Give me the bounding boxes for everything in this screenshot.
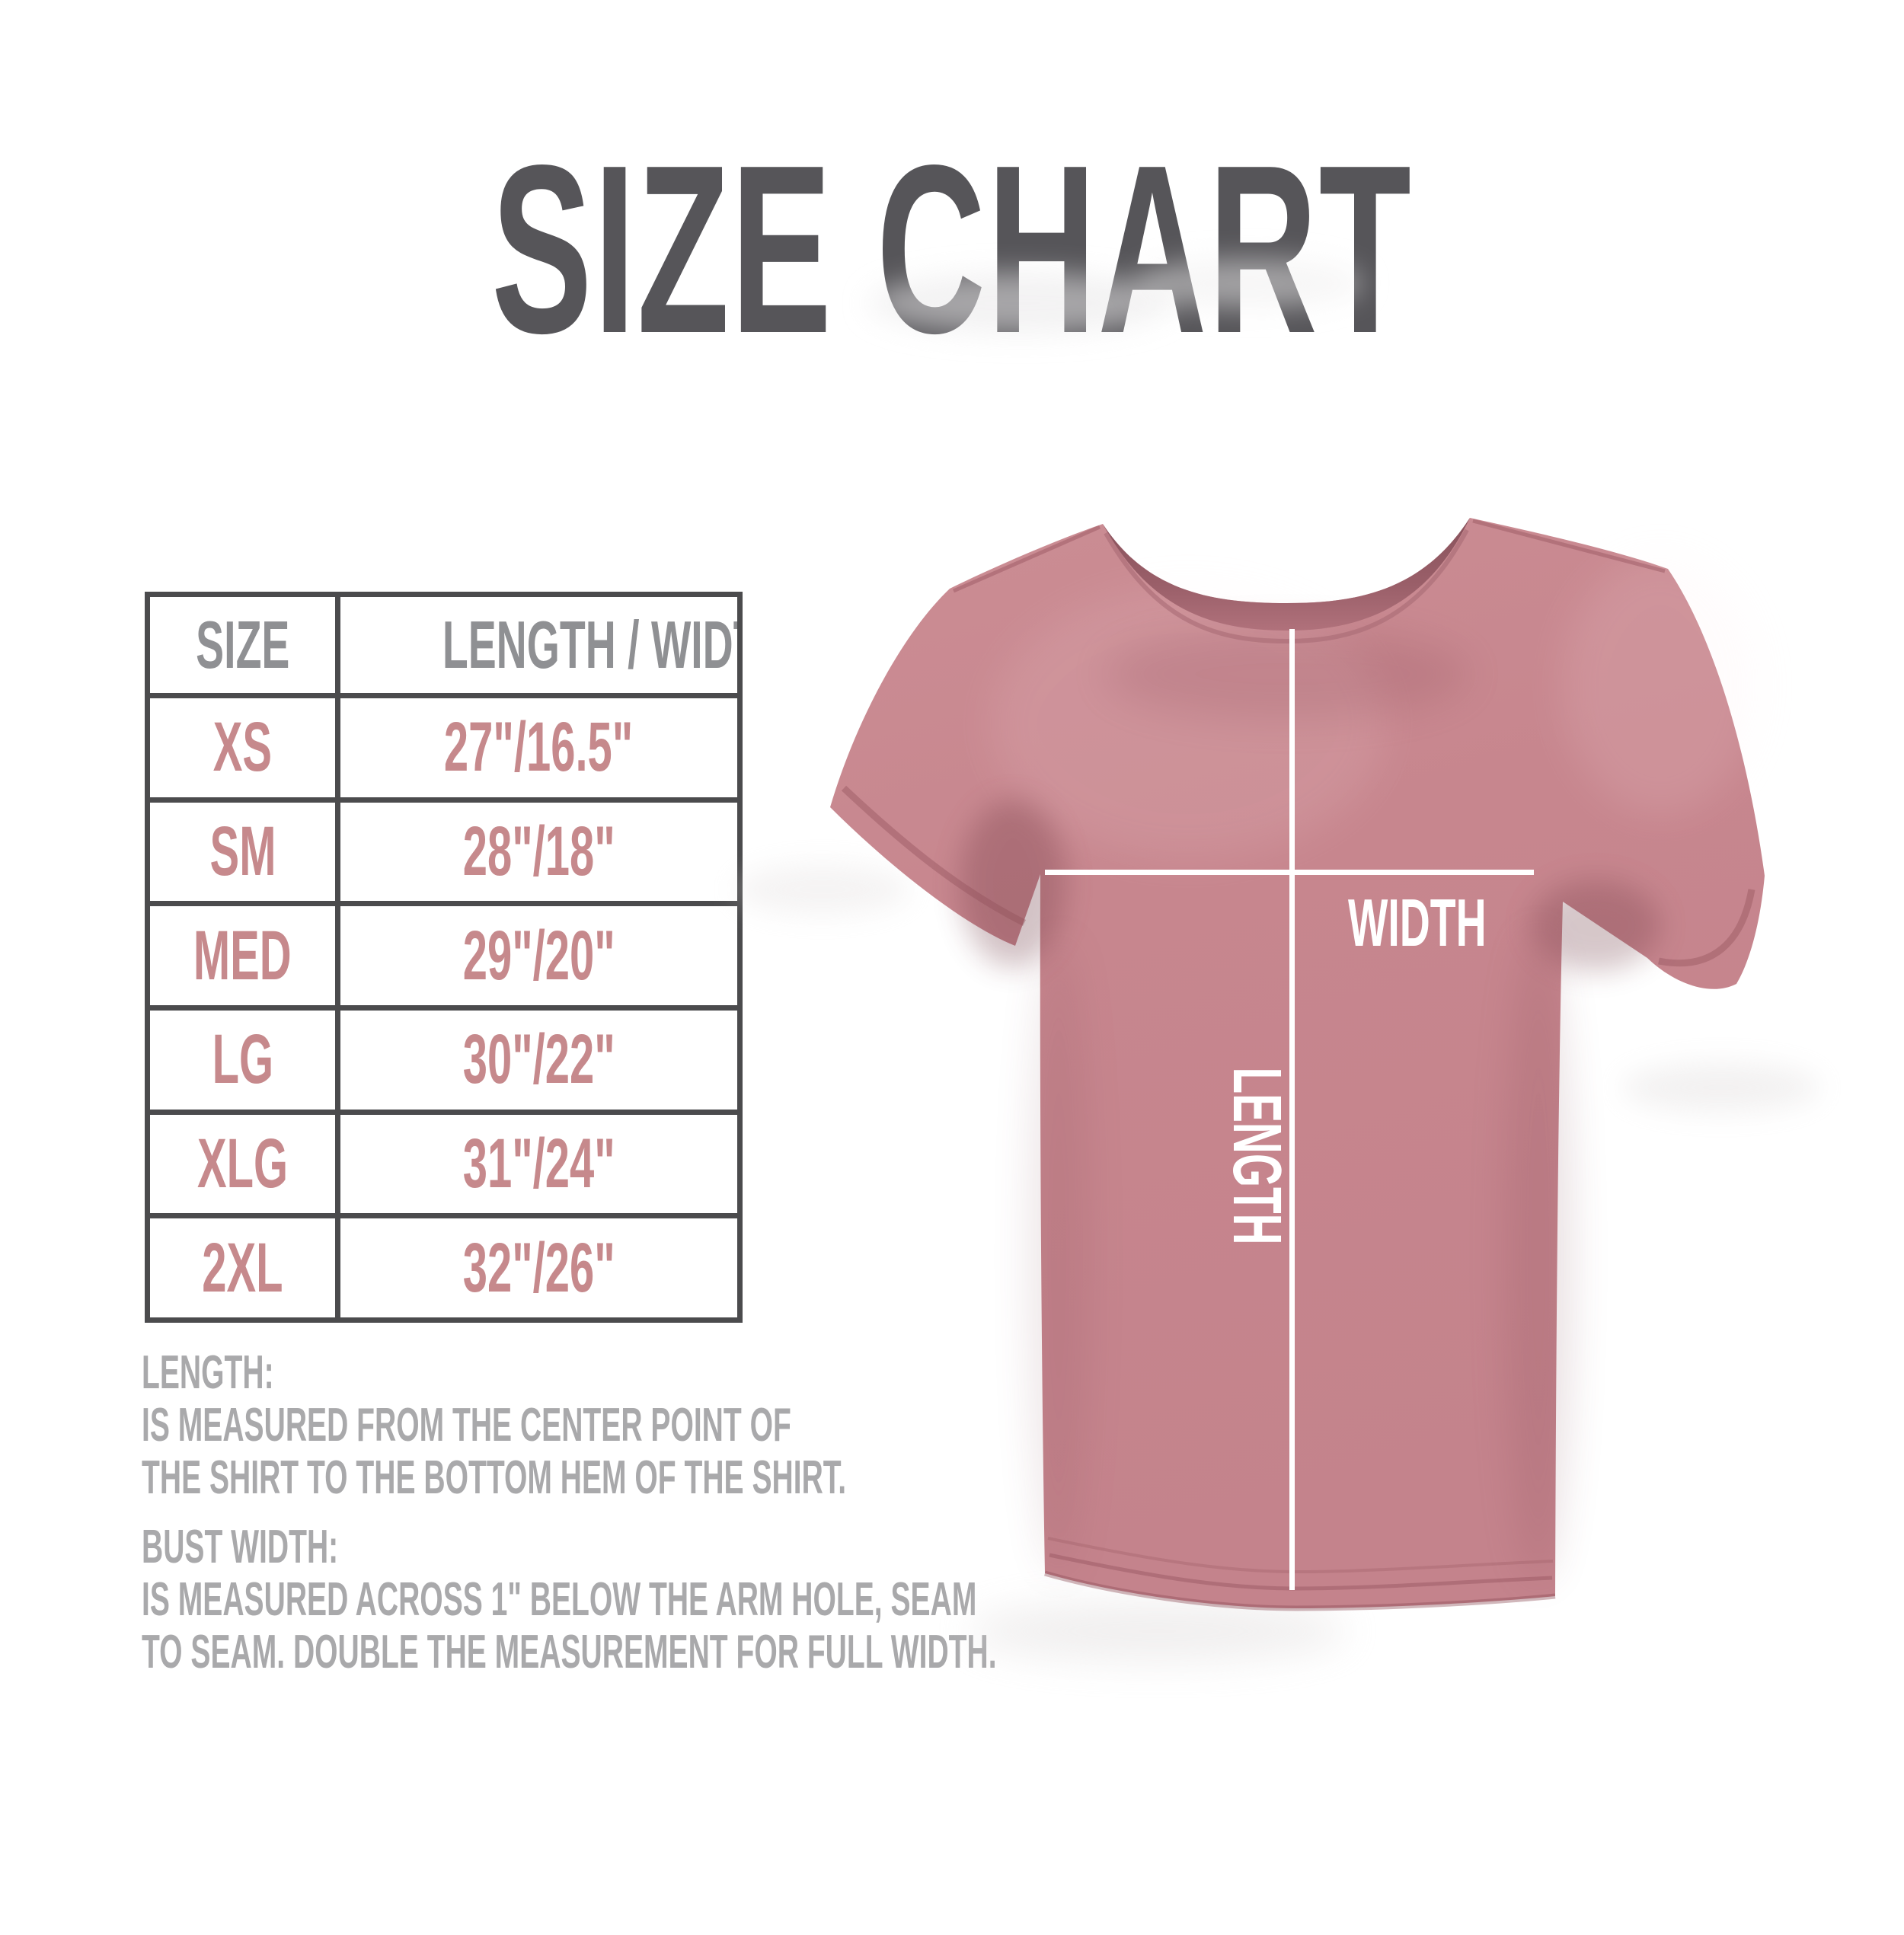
bottom-hem-edge <box>1044 1570 1556 1611</box>
value-cell: 31"/24" <box>462 1124 615 1202</box>
bottom-hem-seam <box>1047 1537 1554 1574</box>
fabric-shadow <box>1504 929 1573 1584</box>
shoulder-seam <box>1472 519 1666 573</box>
collar-seam <box>1104 528 1469 644</box>
length-label: LENGTH <box>1219 1067 1295 1245</box>
col-header-size: SIZE <box>195 607 290 682</box>
size-cell: LG <box>212 1020 273 1099</box>
underarm-shadow <box>1531 880 1660 971</box>
bottom-hem-seam <box>1049 1553 1553 1591</box>
size-cell: XS <box>212 708 273 787</box>
background-smudge <box>1135 259 1363 308</box>
measurement-notes: LENGTH: IS MEASURED FROM THE CENTER POIN… <box>142 1346 1499 1678</box>
underarm-shadow <box>960 800 1066 967</box>
value-cell: 28"/18" <box>462 812 615 890</box>
background-smudge <box>868 273 1173 334</box>
shoulder-seam <box>952 525 1101 593</box>
width-label: WIDTH <box>1348 889 1567 956</box>
table-row: LG 30"/22" <box>145 1004 743 1115</box>
table-row: MED 29"/20" <box>145 901 743 1011</box>
value-cell: 30"/22" <box>462 1020 615 1099</box>
shirt-ground-shadow <box>1622 1063 1820 1112</box>
under-collar-shadow <box>1104 628 1470 720</box>
bust-note-line: TO SEAM. DOUBLE THE MEASUREMENT FOR FULL… <box>142 1626 997 1678</box>
length-note-label: LENGTH: <box>142 1346 274 1399</box>
sleeve-hem-seam <box>1658 889 1755 967</box>
table-row: XS 27"/16.5" <box>145 693 743 803</box>
fabric-highlight <box>1561 556 1759 815</box>
col-header-length-width: LENGTH / WIDTH <box>442 607 735 682</box>
length-measure-line <box>1289 629 1295 1590</box>
value-cell: 32"/26" <box>462 1228 615 1307</box>
fabric-shadow <box>1028 937 1089 1576</box>
length-note-line: THE SHIRT TO THE BOTTOM HEM OF THE SHIRT… <box>142 1451 847 1504</box>
table-row: 2XL 32"/26" <box>145 1213 743 1323</box>
size-cell: SM <box>209 812 276 890</box>
length-note-line: IS MEASURED FROM THE CENTER POINT OF <box>142 1399 791 1451</box>
bust-note-label: BUST WIDTH: <box>142 1521 339 1573</box>
size-table: SIZE LENGTH / WIDTH XS 27"/16.5" SM 28"/… <box>145 592 743 1323</box>
table-header-row: SIZE LENGTH / WIDTH <box>145 592 743 698</box>
value-cell: 27"/16.5" <box>444 708 634 787</box>
size-cell: XLG <box>196 1124 289 1202</box>
bust-note-line: IS MEASURED ACROSS 1" BELOW THE ARM HOLE… <box>142 1573 977 1626</box>
size-cell: MED <box>193 916 292 995</box>
shirt-ground-shadow <box>735 865 910 914</box>
size-cell: 2XL <box>202 1228 283 1307</box>
table-row: XLG 31"/24" <box>145 1109 743 1219</box>
width-label-text: WIDTH <box>1348 885 1487 960</box>
shirt-ground-shadow <box>967 1601 1348 1662</box>
value-cell: 29"/20" <box>462 916 615 995</box>
sleeve-hem-seam <box>841 785 1027 927</box>
table-row: SM 28"/18" <box>145 797 743 907</box>
collar <box>1103 518 1470 631</box>
